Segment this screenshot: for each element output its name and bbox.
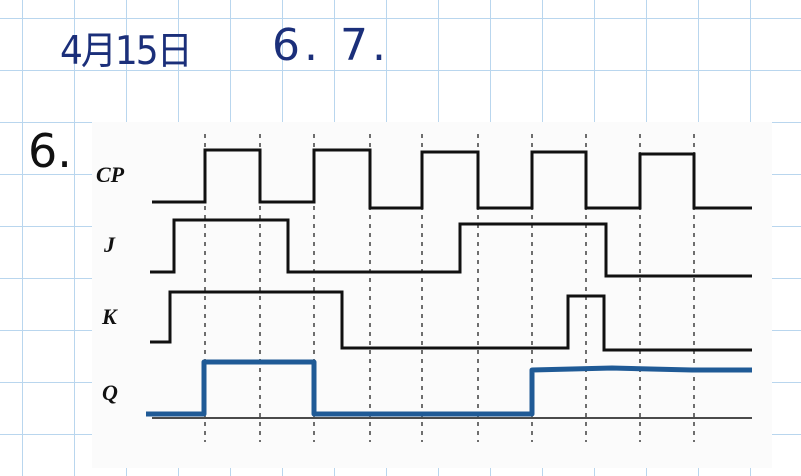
signal-label-q: Q	[102, 380, 118, 405]
handwritten-problem-number: 6.	[28, 124, 72, 178]
cp-edge-guides	[204, 134, 695, 442]
cp-waveform	[152, 148, 752, 210]
signal-label-j: J	[103, 232, 116, 257]
signal-label-cp: CP	[96, 162, 125, 187]
j-waveform	[150, 218, 752, 278]
q-waveform	[146, 359, 752, 417]
signal-label-k: K	[101, 304, 118, 329]
handwritten-problem-list: 6. 7.	[272, 20, 390, 71]
k-waveform	[150, 290, 752, 352]
timing-diagram-figure: CP J K Q	[92, 122, 772, 468]
timing-diagram: CP J K Q	[96, 134, 752, 442]
handwritten-date: 4月15日	[60, 29, 193, 74]
